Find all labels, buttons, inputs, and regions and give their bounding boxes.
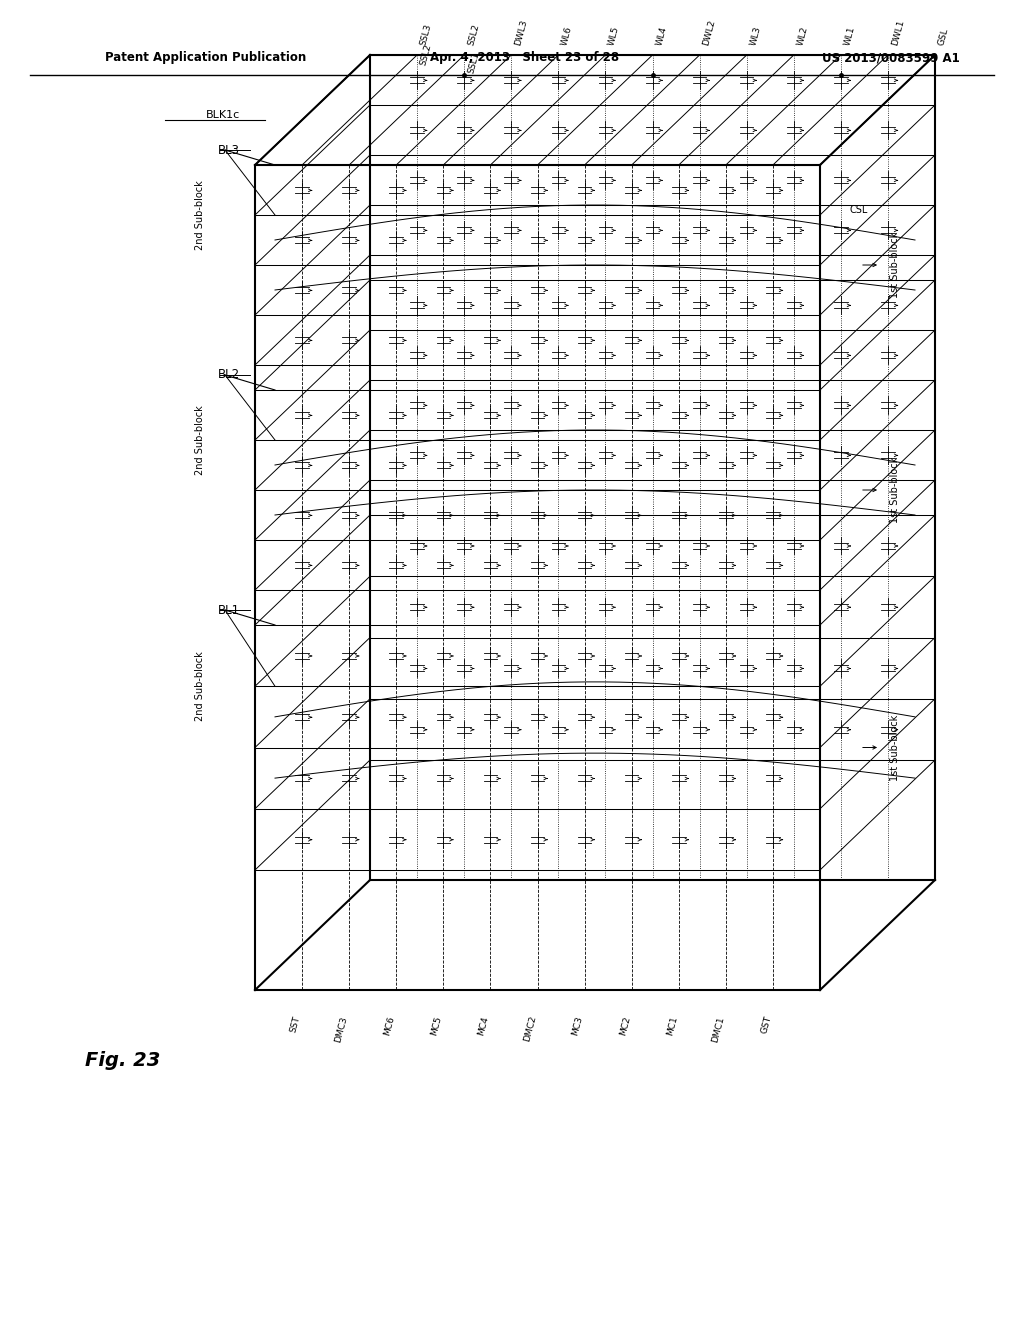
Text: Fig. 23: Fig. 23 bbox=[85, 1051, 161, 1069]
Text: WL2: WL2 bbox=[796, 26, 810, 48]
Text: WL1: WL1 bbox=[843, 25, 857, 48]
Text: MC4: MC4 bbox=[476, 1015, 490, 1036]
Text: MC1: MC1 bbox=[665, 1015, 679, 1036]
Text: DWL2: DWL2 bbox=[701, 20, 717, 48]
Text: WL4: WL4 bbox=[654, 26, 669, 48]
Text: CSL: CSL bbox=[850, 205, 868, 215]
Text: MC2: MC2 bbox=[617, 1015, 632, 1036]
Text: Patent Application Publication: Patent Application Publication bbox=[105, 51, 306, 65]
Text: SSL2: SSL2 bbox=[419, 44, 433, 67]
Text: WL3: WL3 bbox=[749, 25, 763, 48]
Text: BL2: BL2 bbox=[218, 368, 240, 381]
Text: 2nd Sub-block: 2nd Sub-block bbox=[195, 180, 205, 249]
Text: SSL2: SSL2 bbox=[466, 24, 480, 48]
Text: DMC2: DMC2 bbox=[522, 1015, 538, 1043]
Text: 1st Sub-block: 1st Sub-block bbox=[890, 232, 900, 298]
Text: BLK1c: BLK1c bbox=[206, 110, 240, 120]
Text: GST: GST bbox=[760, 1015, 773, 1035]
Text: MC3: MC3 bbox=[570, 1015, 585, 1036]
Text: US 2013/0083599 A1: US 2013/0083599 A1 bbox=[822, 51, 961, 65]
Text: BL3: BL3 bbox=[218, 144, 240, 157]
Text: SSL1: SSL1 bbox=[466, 51, 480, 75]
Text: Apr. 4, 2013   Sheet 23 of 28: Apr. 4, 2013 Sheet 23 of 28 bbox=[430, 51, 620, 65]
Text: WL6: WL6 bbox=[560, 25, 574, 48]
Text: BL1: BL1 bbox=[218, 603, 240, 616]
Text: MC5: MC5 bbox=[429, 1015, 443, 1036]
Text: MC6: MC6 bbox=[382, 1015, 396, 1036]
Text: WL5: WL5 bbox=[607, 25, 622, 48]
Text: 2nd Sub-block: 2nd Sub-block bbox=[195, 651, 205, 721]
Text: 2nd Sub-block: 2nd Sub-block bbox=[195, 405, 205, 475]
Text: 1st Sub-block: 1st Sub-block bbox=[890, 714, 900, 780]
Text: DMC1: DMC1 bbox=[711, 1015, 726, 1043]
Text: GSL: GSL bbox=[937, 28, 950, 48]
Text: 1st Sub-block: 1st Sub-block bbox=[890, 457, 900, 523]
Text: DMC3: DMC3 bbox=[334, 1015, 349, 1043]
Text: SSL3: SSL3 bbox=[419, 24, 433, 48]
Text: SST: SST bbox=[289, 1015, 302, 1034]
Text: DWL1: DWL1 bbox=[890, 18, 905, 48]
Text: DWL3: DWL3 bbox=[513, 18, 528, 48]
